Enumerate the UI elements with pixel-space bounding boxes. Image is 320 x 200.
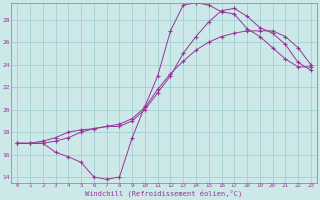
X-axis label: Windchill (Refroidissement éolien,°C): Windchill (Refroidissement éolien,°C) [85,190,243,197]
